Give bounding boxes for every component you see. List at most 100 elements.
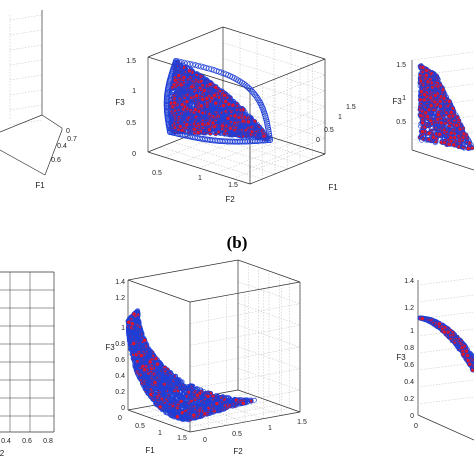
tm-point: [192, 107, 198, 113]
tr-point: [422, 92, 428, 98]
tm-point: [204, 95, 210, 101]
tr-point: [457, 126, 463, 132]
tl-grid: [9, 119, 43, 126]
tr-point: [439, 120, 444, 126]
tm-point: [179, 102, 185, 108]
tm-point: [195, 130, 201, 136]
tm-point: [177, 123, 183, 129]
tl-grid: [9, 74, 43, 81]
tm-point: [245, 119, 251, 125]
tr-point: [446, 124, 452, 129]
tm-z-label: F3: [115, 98, 125, 107]
tm-point: [206, 127, 212, 133]
tm-point: [184, 99, 190, 105]
tm-x-tick: 1: [198, 175, 202, 182]
tm-box-edge: [147, 26, 224, 58]
tm-z-tick: 0: [132, 151, 136, 158]
tm-point: [221, 103, 226, 108]
tm-point: [225, 115, 231, 121]
tr-point: [448, 135, 454, 141]
tr-point: [461, 131, 467, 137]
tm-point: [181, 75, 187, 80]
tr-point: [446, 141, 452, 147]
tm-point: [170, 104, 176, 110]
bl-x-tick: 0.6: [22, 438, 32, 445]
tl-x-tick: 0.4: [57, 143, 67, 150]
tm-point: [213, 100, 219, 106]
tr-point: [454, 122, 460, 128]
tm-point: [213, 84, 219, 90]
tl-box-edge: [44, 129, 63, 176]
tm-grid: [249, 122, 326, 153]
tr-point: [437, 103, 443, 109]
tl-x-label: F1: [35, 181, 45, 190]
tr-point: [446, 98, 452, 104]
tm-point: [201, 88, 207, 93]
tr-point: [441, 95, 447, 101]
tr-point: [426, 130, 432, 136]
tr-point: [419, 129, 425, 135]
tl-x-tick: 0.6: [51, 157, 61, 164]
panel-top-left: 0 0.4 0.6 0.7 F1: [0, 10, 77, 190]
panel-top-right: 0.5 1 1.5 F3: [392, 51, 474, 171]
tm-point: [239, 79, 245, 86]
tm-point: [205, 121, 211, 127]
tm-point: [226, 101, 232, 107]
tm-x-label: F2: [225, 195, 235, 204]
tm-point: [191, 126, 197, 132]
tm-point: [212, 92, 217, 98]
tl-grid: [9, 104, 43, 111]
tr-z-tick: 1: [402, 95, 406, 102]
tm-point: [207, 81, 213, 87]
tr-point: [418, 113, 424, 119]
tl-box-edge: [0, 114, 43, 133]
tr-grid: [411, 51, 474, 61]
tr-z-tick: 1.5: [396, 62, 406, 69]
tr-point: [428, 103, 434, 109]
tr-point: [448, 109, 454, 115]
tr-z-label: F3: [392, 97, 402, 106]
tm-y-tick: 1: [338, 114, 342, 121]
panel-bottom-left: 0.4 0.6 0.82: [0, 271, 55, 458]
bl-x-label: 2: [0, 449, 5, 458]
tr-point: [435, 112, 441, 118]
tr-point: [437, 131, 443, 137]
tm-point: [172, 77, 178, 83]
tr-point: [451, 142, 457, 148]
tm-box-edge: [147, 151, 251, 185]
tl-box-edge: [0, 149, 46, 176]
tm-grid: [215, 143, 292, 174]
tm-point: [198, 103, 204, 109]
tm-point: [178, 82, 184, 88]
tl-x-tick: 0: [66, 128, 70, 135]
tl-extra-tick: 0.7: [67, 136, 77, 143]
tm-point: [232, 113, 238, 119]
tr-point: [435, 116, 441, 122]
tr-point: [432, 93, 438, 98]
tr-point: [423, 110, 429, 116]
tr-z-tick: 0.5: [396, 119, 406, 126]
tm-y-tick: 1.5: [346, 104, 356, 111]
tr-point: [428, 95, 434, 101]
bl-x-tick: 0.8: [43, 438, 53, 445]
tm-point: [221, 92, 227, 98]
bm-box-edge: [237, 259, 301, 283]
tm-x-tick: 0.5: [152, 170, 162, 177]
tr-point: [420, 120, 426, 126]
tm-y-tick: 0: [316, 137, 320, 144]
panel-bottom-middle: 00.20.40.60.811.21.400.511.5 00.511.5F3F1…: [105, 259, 307, 456]
tr-point: [417, 97, 423, 103]
tm-grid: [232, 148, 309, 179]
tm-point: [219, 123, 225, 129]
bm-box-edge: [127, 279, 191, 303]
tm-grid: [249, 74, 326, 106]
tr-point: [432, 99, 438, 105]
tl-grid: [9, 59, 43, 66]
tr-point: [441, 127, 447, 133]
tm-point: [187, 68, 192, 74]
tm-box-edge: [249, 153, 326, 185]
tr-point: [423, 72, 429, 78]
tr-point: [425, 79, 431, 85]
tl-grid: [9, 29, 43, 36]
